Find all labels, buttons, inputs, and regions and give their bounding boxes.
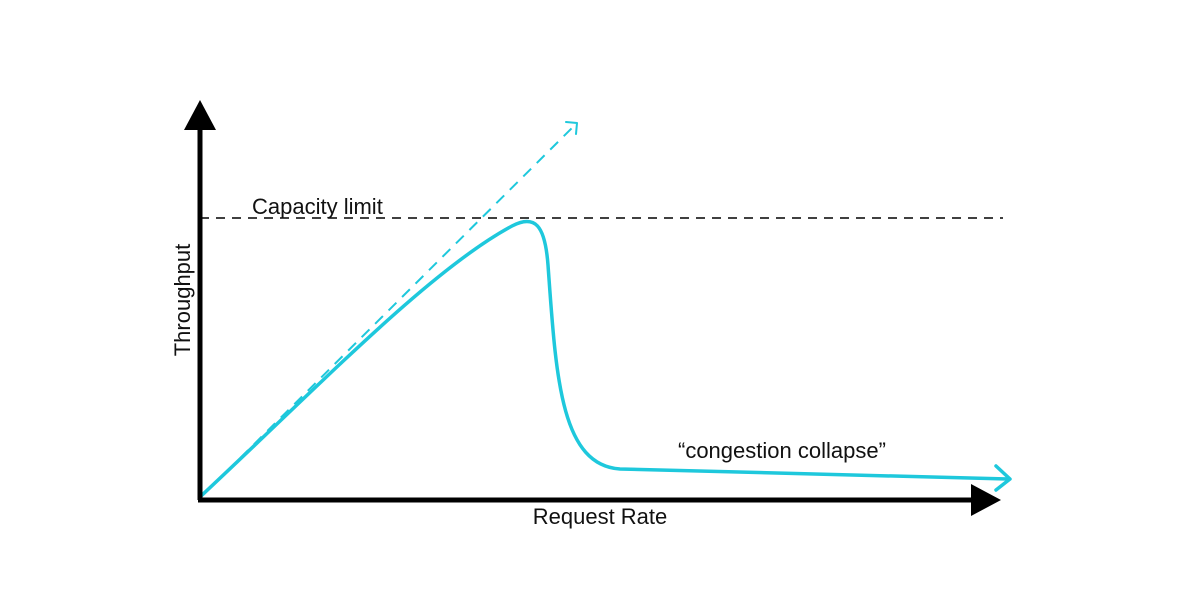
x-axis (198, 484, 1001, 516)
ideal-throughput-line (199, 121, 578, 499)
y-axis-label: Throughput (170, 244, 195, 357)
y-axis-arrowhead (184, 100, 216, 130)
x-axis-arrowhead (971, 484, 1001, 516)
x-axis-label: Request Rate (533, 504, 668, 529)
y-axis (184, 100, 216, 500)
capacity-limit-label: Capacity limit (252, 194, 383, 219)
actual-throughput-curve (198, 219, 1012, 499)
ideal-line-arrowhead (565, 121, 578, 135)
curve-arrowhead (994, 464, 1012, 492)
congestion-collapse-label: “congestion collapse” (678, 438, 886, 463)
